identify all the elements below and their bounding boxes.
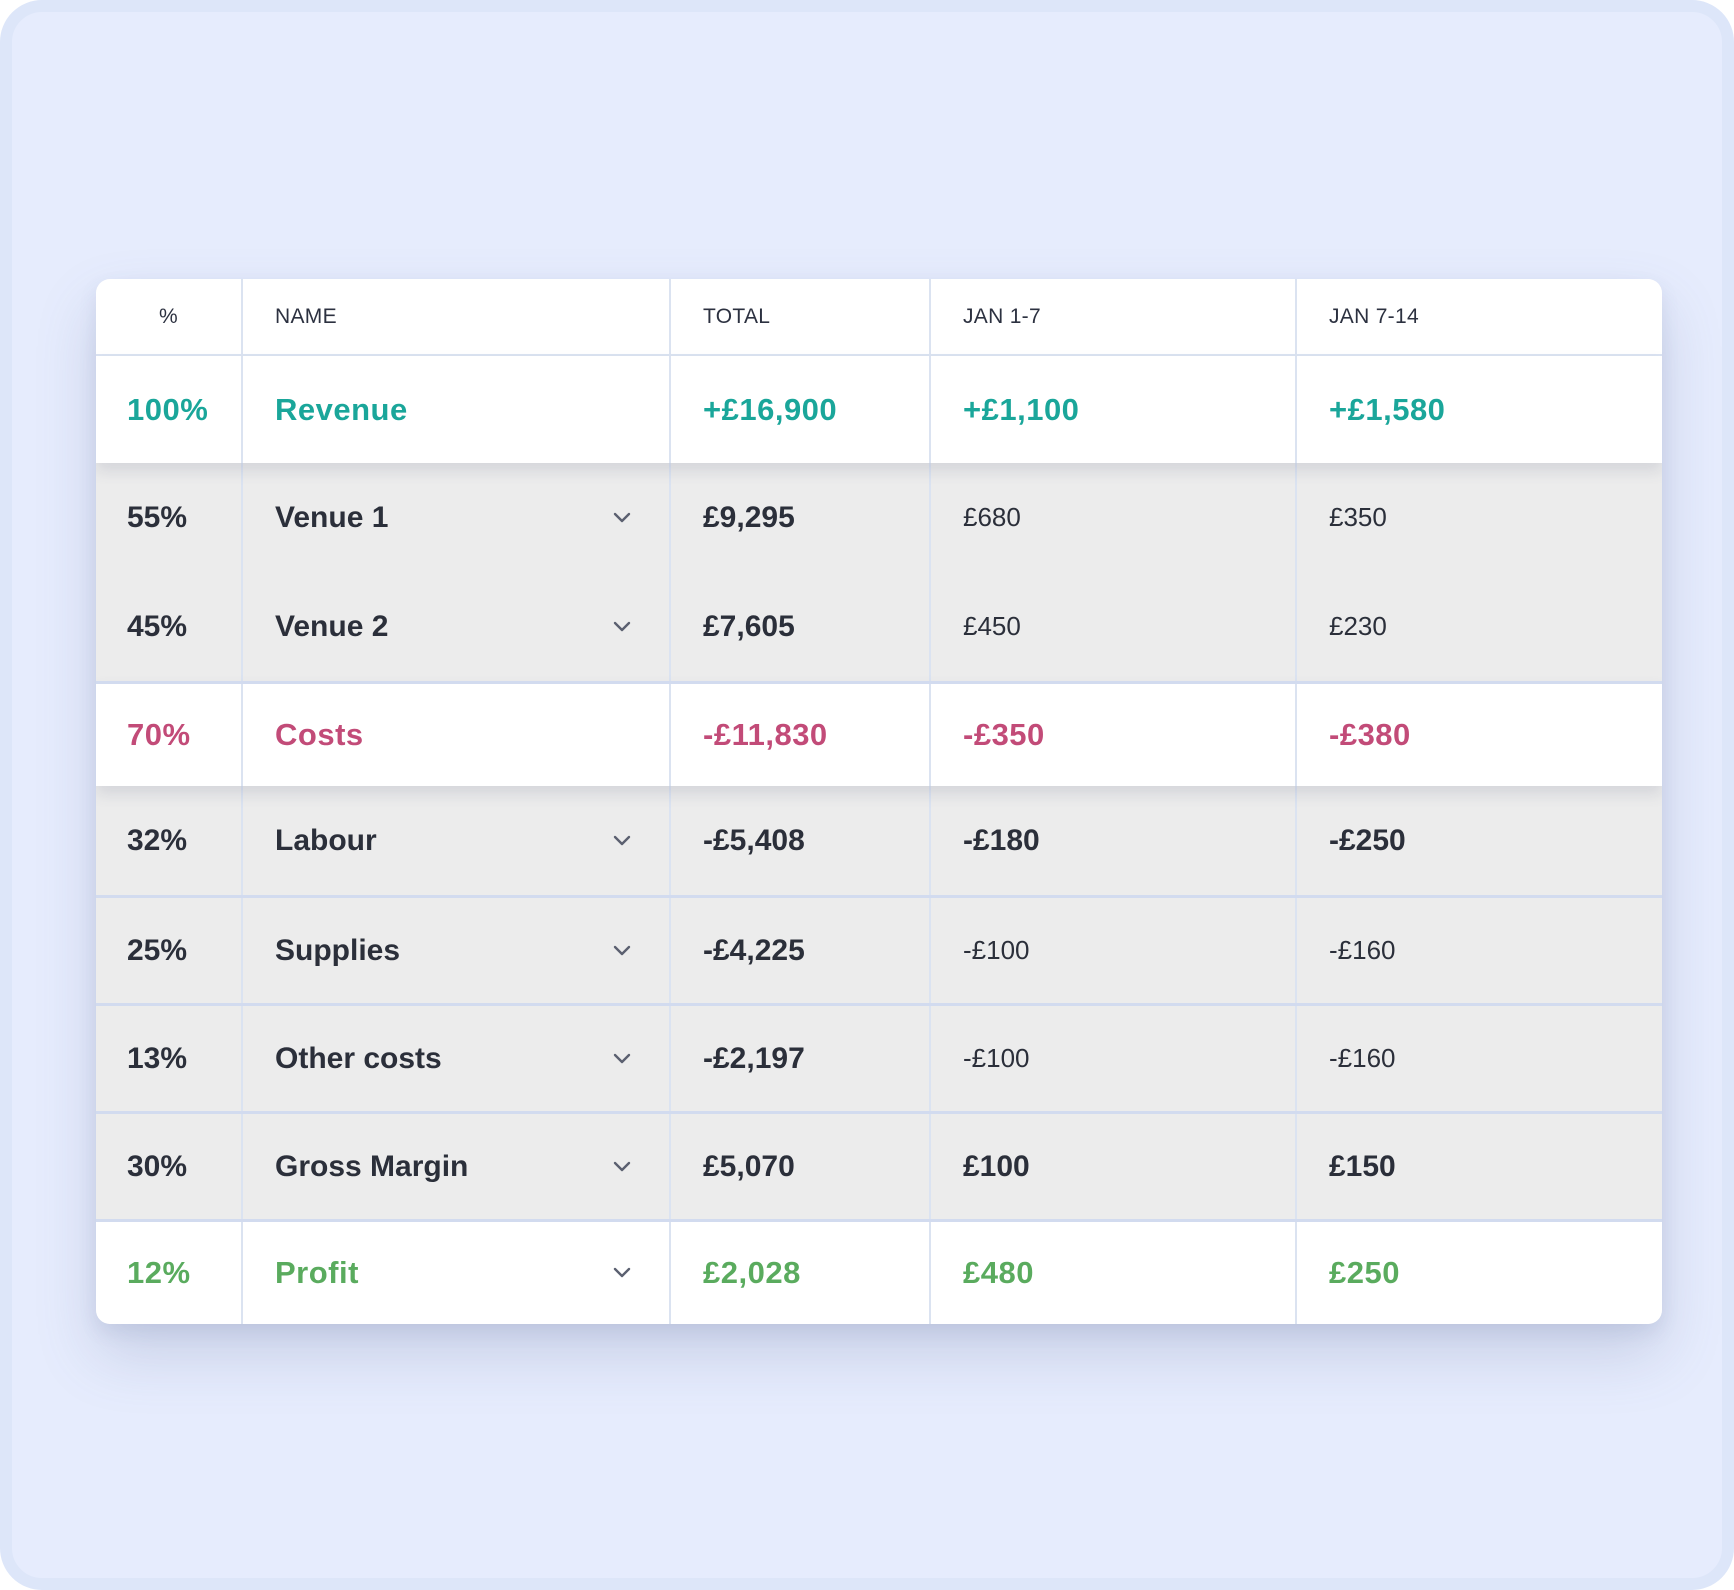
table-row-costs[interactable]: 70% Costs -£11,830 -£350 -£380 — [96, 681, 1662, 786]
row-pct: 30% — [96, 1114, 243, 1219]
row-jan-1-7: -£100 — [931, 1006, 1297, 1111]
header-name[interactable]: NAME — [243, 279, 671, 354]
table-row-other-costs[interactable]: 13% Other costs -£2,197 -£100 -£160 — [96, 1003, 1662, 1111]
row-total: -£4,225 — [671, 898, 931, 1003]
row-name-cell: Venue 1 — [243, 463, 671, 572]
row-jan-1-7: £480 — [931, 1222, 1297, 1324]
row-name-cell: Supplies — [243, 898, 671, 1003]
row-total: -£2,197 — [671, 1006, 931, 1111]
table-row-supplies[interactable]: 25% Supplies -£4,225 -£100 -£160 — [96, 895, 1662, 1003]
row-name: Revenue — [243, 356, 671, 463]
row-jan-7-14: -£250 — [1329, 823, 1406, 857]
row-pct: 32% — [96, 786, 243, 895]
row-total: +£16,900 — [671, 356, 931, 463]
row-name-cell: Profit — [243, 1222, 671, 1324]
chevron-down-icon[interactable] — [613, 835, 631, 847]
table-row-revenue[interactable]: 100% Revenue +£16,900 +£1,100 +£1,580 — [96, 356, 1662, 463]
row-name: Costs — [243, 684, 671, 786]
chevron-down-icon[interactable] — [613, 621, 631, 633]
row-jan-1-7: -£350 — [931, 684, 1297, 786]
row-name-cell: Labour — [243, 786, 671, 895]
chevron-down-icon[interactable] — [613, 512, 631, 524]
row-name: Profit — [275, 1255, 359, 1290]
table-row-gross-margin[interactable]: 30% Gross Margin £5,070 £100 £150 — [96, 1111, 1662, 1219]
row-total: £9,295 — [671, 463, 931, 572]
row-pct: 13% — [96, 1006, 243, 1111]
chevron-down-icon[interactable] — [613, 945, 631, 957]
row-pct: 55% — [96, 463, 243, 572]
table-row-profit[interactable]: 12% Profit £2,028 £480 £250 — [96, 1219, 1662, 1324]
row-name-cell: Other costs — [243, 1006, 671, 1111]
chevron-down-icon[interactable] — [613, 1161, 631, 1173]
row-total: £5,070 — [671, 1114, 931, 1219]
table-row-labour[interactable]: 32% Labour -£5,408 -£180 -£250 — [96, 786, 1662, 895]
row-jan-1-7: £450 — [931, 572, 1297, 681]
row-total: £2,028 — [671, 1222, 931, 1324]
row-jan-7-14: £230 — [1329, 611, 1387, 641]
row-total: £7,605 — [671, 572, 931, 681]
row-total: -£5,408 — [671, 786, 931, 895]
row-pct: 12% — [96, 1222, 243, 1324]
chevron-down-icon[interactable] — [613, 1053, 631, 1065]
header-pct[interactable]: % — [96, 279, 243, 354]
table-row-venue-2[interactable]: 45% Venue 2 £7,605 £450 £230 — [96, 572, 1662, 681]
row-jan-7-14: £250 — [1329, 1255, 1400, 1290]
row-jan-7-14: +£1,580 — [1329, 391, 1446, 427]
row-name: Supplies — [275, 933, 401, 967]
row-name-cell: Venue 2 — [243, 572, 671, 681]
row-pct: 45% — [96, 572, 243, 681]
row-jan-7-14: -£160 — [1329, 935, 1396, 965]
chevron-down-icon[interactable] — [613, 1267, 631, 1279]
row-jan-1-7: £680 — [931, 463, 1297, 572]
row-name: Other costs — [275, 1041, 442, 1075]
row-jan-7-14: -£380 — [1329, 717, 1411, 752]
header-jan-1-7[interactable]: JAN 1-7 — [931, 279, 1297, 354]
pnl-table: % NAME TOTAL JAN 1-7 JAN 7-14 100% Reven… — [96, 279, 1662, 1324]
row-jan-1-7: £100 — [931, 1114, 1297, 1219]
row-name: Venue 2 — [275, 609, 389, 643]
row-name: Venue 1 — [275, 500, 389, 534]
row-jan-1-7: -£100 — [931, 898, 1297, 1003]
table-row-venue-1[interactable]: 55% Venue 1 £9,295 £680 £350 — [96, 463, 1662, 572]
row-pct: 100% — [96, 356, 243, 463]
row-jan-1-7: +£1,100 — [931, 356, 1297, 463]
row-pct: 25% — [96, 898, 243, 1003]
row-jan-1-7: -£180 — [931, 786, 1297, 895]
header-total[interactable]: TOTAL — [671, 279, 931, 354]
row-name-cell: Gross Margin — [243, 1114, 671, 1219]
row-name: Gross Margin — [275, 1149, 469, 1183]
row-jan-7-14: £350 — [1329, 502, 1387, 532]
header-jan-7-14[interactable]: JAN 7-14 — [1329, 304, 1419, 328]
row-jan-7-14: £150 — [1329, 1149, 1396, 1183]
row-total: -£11,830 — [671, 684, 931, 786]
row-name: Labour — [275, 823, 377, 857]
row-pct: 70% — [96, 684, 243, 786]
row-jan-7-14: -£160 — [1329, 1043, 1396, 1073]
table-header: % NAME TOTAL JAN 1-7 JAN 7-14 — [96, 279, 1662, 356]
